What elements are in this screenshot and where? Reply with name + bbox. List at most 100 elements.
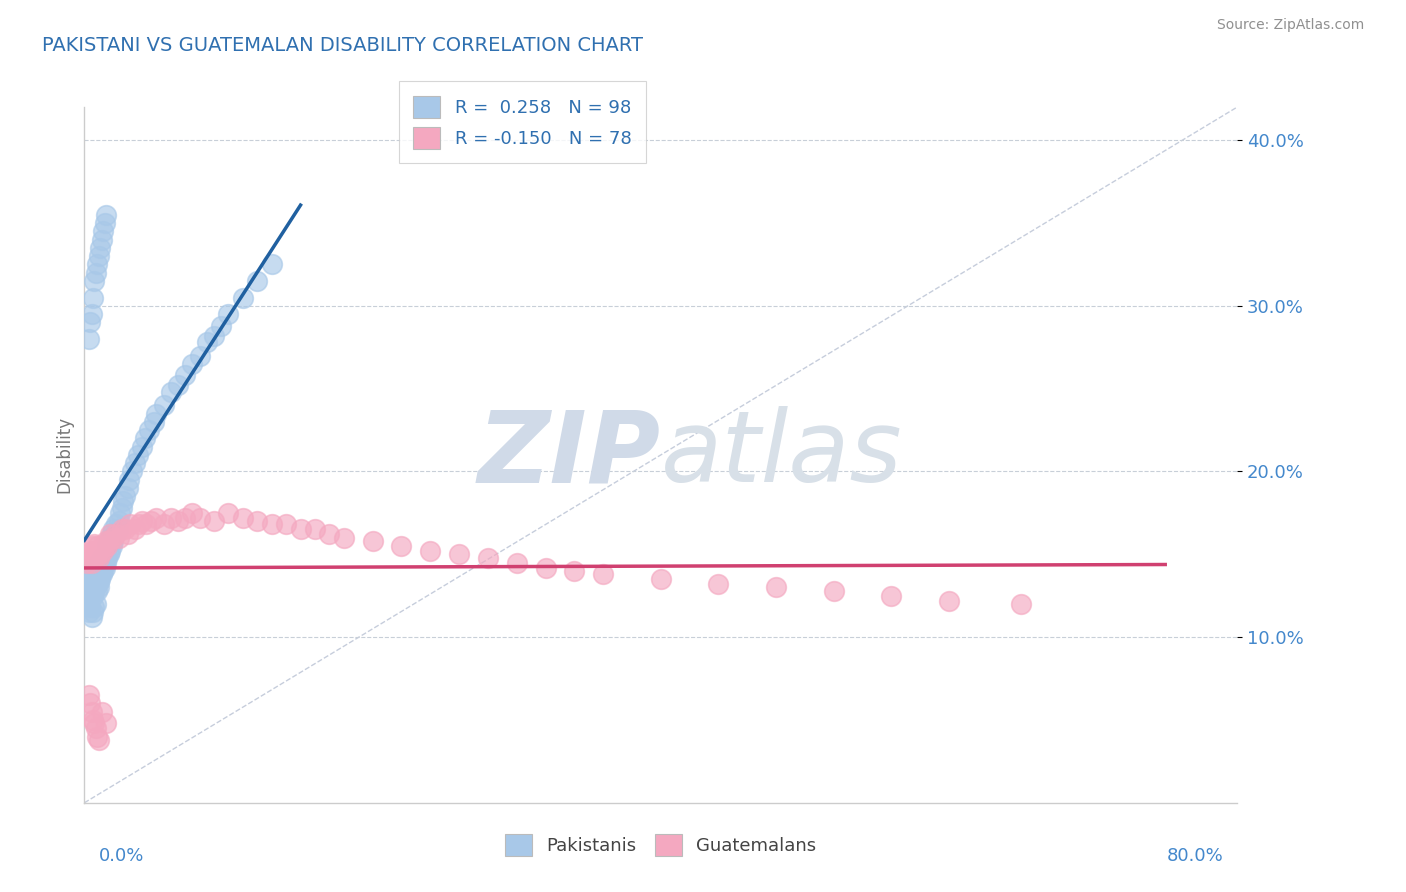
Text: 80.0%: 80.0% — [1167, 847, 1223, 865]
Point — [202, 514, 225, 528]
Point — [94, 208, 117, 222]
Point — [105, 517, 128, 532]
Point — [84, 581, 107, 595]
Point — [117, 527, 139, 541]
Point — [117, 481, 139, 495]
Point — [534, 560, 557, 574]
Point — [82, 589, 104, 603]
Point — [232, 291, 254, 305]
Point — [103, 531, 124, 545]
Point — [96, 539, 118, 553]
Point — [97, 534, 120, 549]
Point — [167, 514, 190, 528]
Point — [79, 697, 101, 711]
Point — [77, 550, 100, 565]
Point — [80, 705, 103, 719]
Point — [98, 531, 121, 545]
Point — [79, 583, 101, 598]
Point — [79, 564, 101, 578]
Point — [134, 431, 156, 445]
Point — [77, 332, 100, 346]
Point — [89, 567, 111, 582]
Point — [83, 583, 105, 598]
Point — [103, 523, 124, 537]
Point — [83, 577, 105, 591]
Point — [87, 575, 110, 590]
Point — [218, 506, 240, 520]
Point — [138, 423, 160, 437]
Point — [87, 570, 110, 584]
Point — [98, 527, 121, 541]
Text: 0.0%: 0.0% — [98, 847, 143, 865]
Point — [160, 511, 183, 525]
Point — [105, 527, 128, 541]
Point — [290, 523, 312, 537]
Point — [145, 511, 167, 525]
Point — [90, 567, 112, 582]
Point — [152, 517, 174, 532]
Point — [139, 514, 162, 528]
Point — [87, 732, 110, 747]
Point — [564, 564, 586, 578]
Point — [188, 349, 211, 363]
Point — [1010, 597, 1032, 611]
Point — [94, 716, 117, 731]
Point — [100, 539, 122, 553]
Point — [118, 473, 141, 487]
Point — [91, 224, 114, 238]
Point — [506, 556, 529, 570]
Point — [76, 556, 98, 570]
Point — [108, 514, 131, 528]
Point — [174, 368, 197, 383]
Point — [93, 550, 115, 565]
Point — [84, 597, 107, 611]
Point — [93, 539, 115, 553]
Point — [333, 531, 356, 545]
Point — [77, 577, 100, 591]
Point — [391, 539, 413, 553]
Point — [96, 550, 118, 565]
Point — [202, 328, 225, 343]
Point — [131, 514, 153, 528]
Point — [94, 556, 117, 570]
Point — [131, 440, 153, 454]
Point — [82, 577, 104, 591]
Point — [707, 577, 730, 591]
Point — [83, 547, 105, 561]
Point — [83, 274, 105, 288]
Point — [124, 523, 146, 537]
Point — [110, 506, 132, 520]
Point — [112, 494, 135, 508]
Point — [79, 547, 101, 561]
Point — [318, 527, 340, 541]
Point — [114, 489, 136, 503]
Y-axis label: Disability: Disability — [55, 417, 73, 493]
Text: ZIP: ZIP — [478, 407, 661, 503]
Text: PAKISTANI VS GUATEMALAN DISABILITY CORRELATION CHART: PAKISTANI VS GUATEMALAN DISABILITY CORRE… — [42, 36, 643, 54]
Point — [90, 560, 112, 574]
Point — [103, 534, 124, 549]
Point — [97, 534, 120, 549]
Point — [84, 721, 107, 735]
Point — [188, 511, 211, 525]
Point — [91, 564, 114, 578]
Point — [127, 448, 149, 462]
Point — [174, 511, 197, 525]
Point — [111, 500, 134, 515]
Point — [209, 318, 232, 333]
Point — [82, 539, 104, 553]
Point — [84, 544, 107, 558]
Point — [80, 567, 103, 582]
Point — [77, 605, 100, 619]
Point — [94, 547, 117, 561]
Point — [142, 415, 165, 429]
Point — [84, 550, 107, 565]
Point — [79, 600, 101, 615]
Text: Source: ZipAtlas.com: Source: ZipAtlas.com — [1216, 18, 1364, 32]
Text: atlas: atlas — [661, 407, 903, 503]
Point — [79, 315, 101, 329]
Point — [232, 511, 254, 525]
Point — [124, 456, 146, 470]
Point — [218, 307, 240, 321]
Point — [938, 593, 960, 607]
